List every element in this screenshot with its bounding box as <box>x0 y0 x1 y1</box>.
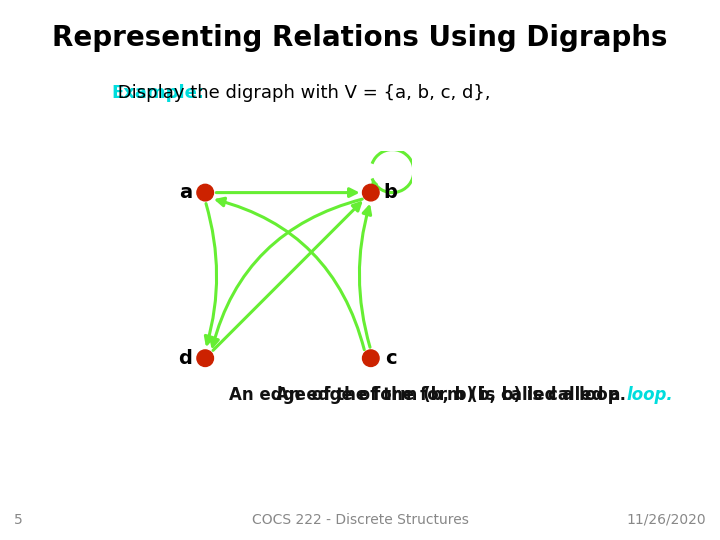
Text: Display the digraph with V = {a, b, c, d},: Display the digraph with V = {a, b, c, d… <box>112 84 490 102</box>
Text: c: c <box>385 349 397 368</box>
Circle shape <box>197 350 213 367</box>
Text: COCS 222 - Discrete Structures: COCS 222 - Discrete Structures <box>251 512 469 526</box>
Text: loop.: loop. <box>626 386 673 404</box>
Text: b: b <box>384 183 397 202</box>
Circle shape <box>362 350 379 367</box>
Text: a: a <box>179 183 192 202</box>
Text: Example:: Example: <box>112 84 204 102</box>
Text: 11/26/2020: 11/26/2020 <box>626 512 706 526</box>
Text: An edge of the form (b, b) is called a loop.: An edge of the form (b, b) is called a l… <box>230 386 626 404</box>
Text: 5: 5 <box>14 512 23 526</box>
Text: d: d <box>179 349 192 368</box>
Circle shape <box>197 184 213 201</box>
Text: An edge of the form (b, b) is called a: An edge of the form (b, b) is called a <box>276 386 626 404</box>
Text: Representing Relations Using Digraphs: Representing Relations Using Digraphs <box>53 24 667 52</box>
Circle shape <box>362 184 379 201</box>
